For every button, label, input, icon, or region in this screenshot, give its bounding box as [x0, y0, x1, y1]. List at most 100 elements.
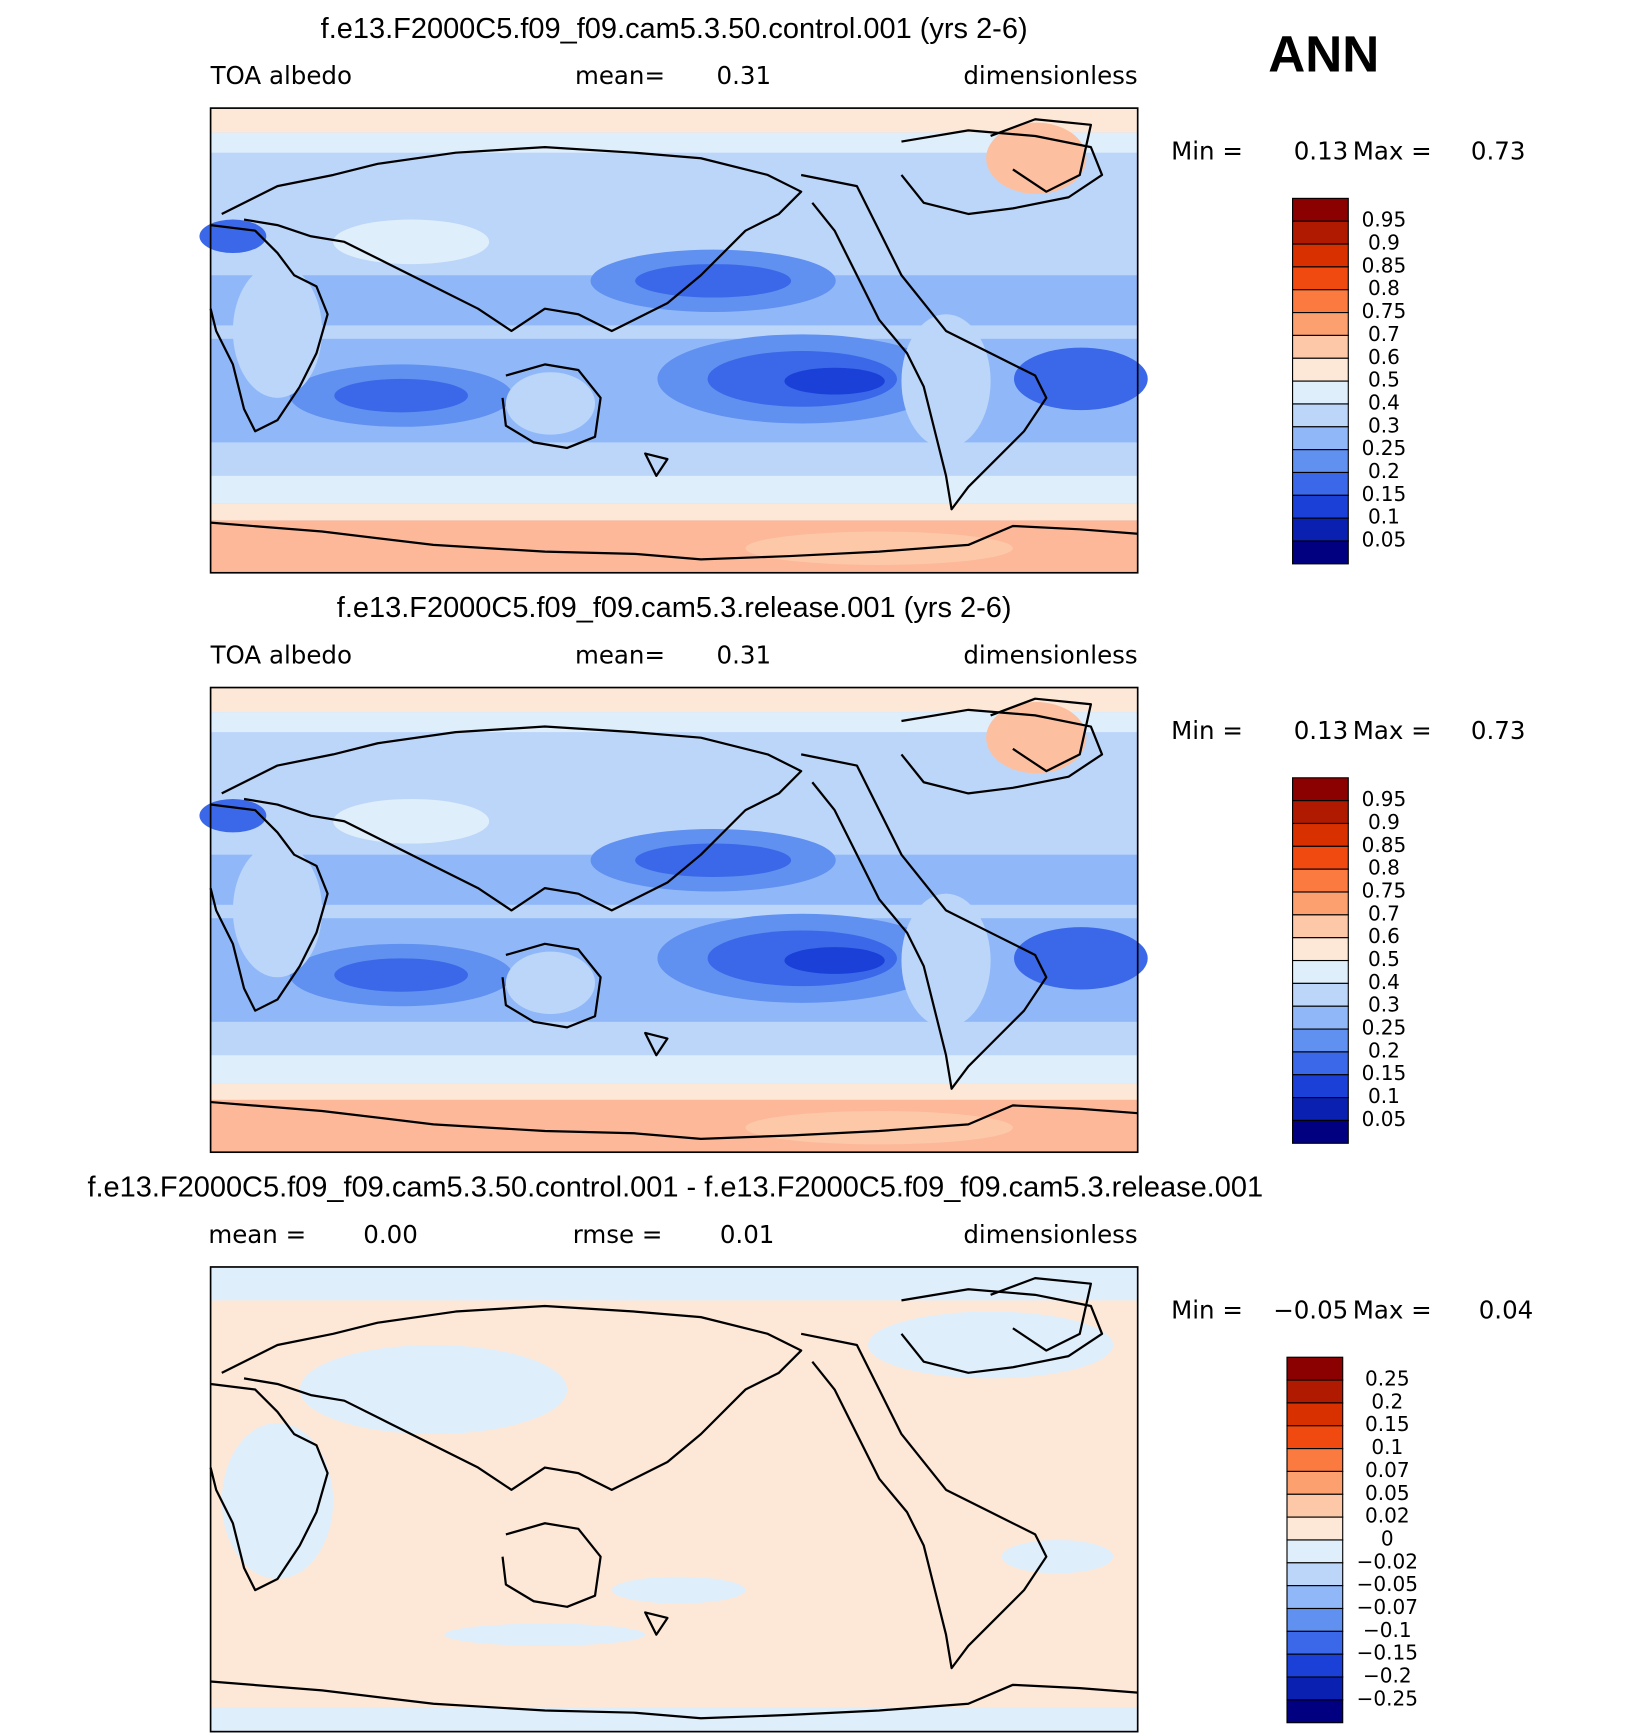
- colorbar-box: [1292, 868, 1349, 893]
- panel: f.e13.F2000C5.f09_f09.cam5.3.50.control.…: [199, 13, 1526, 574]
- map-frame: [209, 1266, 1139, 1733]
- colorbar-label: −0.05: [1357, 1572, 1418, 1596]
- colorbar-box: [1286, 1699, 1344, 1724]
- colorbar-label: 0.25: [1365, 1367, 1410, 1391]
- colorbar-box: [1292, 357, 1349, 382]
- colorbar-label: 0.1: [1368, 505, 1400, 529]
- colorbar-box: [1292, 1028, 1349, 1053]
- colorbar-box: [1286, 1402, 1344, 1427]
- map-field: [210, 1266, 1138, 1732]
- colorbar-label: 0.2: [1371, 1389, 1403, 1413]
- colorbar-box: [1286, 1607, 1344, 1632]
- colorbar-box: [1292, 243, 1349, 268]
- colorbar-label: 0.6: [1368, 345, 1400, 369]
- colorbar-box: [1292, 471, 1349, 496]
- colorbar-label: −0.2: [1363, 1664, 1412, 1688]
- colorbar-box: [1292, 449, 1349, 474]
- min-label: Min =: [1171, 137, 1243, 166]
- min-label: Min =: [1171, 716, 1243, 745]
- min-value: −0.05: [1273, 1296, 1348, 1325]
- colorbar-label: 0.02: [1365, 1504, 1410, 1528]
- colorbar-label: 0.3: [1368, 413, 1400, 437]
- colorbar-box: [1286, 1585, 1344, 1610]
- colorbar-box: [1292, 937, 1349, 962]
- colorbar-box: [1292, 266, 1349, 291]
- colorbar-label: 0.1: [1371, 1435, 1403, 1459]
- colorbar-label: 0.85: [1362, 253, 1407, 277]
- panel-title: f.e13.F2000C5.f09_f09.cam5.3.release.001…: [337, 592, 1012, 624]
- colorbar-label: 0.6: [1368, 924, 1400, 948]
- colorbar-box: [1292, 312, 1349, 336]
- max-label: Max =: [1353, 716, 1432, 745]
- colorbar-box: [1292, 1074, 1349, 1099]
- colorbar-label: 0.8: [1368, 856, 1400, 880]
- colorbar-label: 0.15: [1362, 482, 1407, 506]
- variable-label: TOA albedo: [210, 640, 352, 669]
- colorbar-box: [1286, 1676, 1344, 1701]
- mean-value: 0.00: [363, 1220, 418, 1249]
- max-label: Max =: [1353, 1296, 1432, 1325]
- colorbar-label: 0.15: [1365, 1412, 1410, 1436]
- colorbar-box: [1286, 1516, 1344, 1541]
- colorbar-box: [1292, 914, 1349, 939]
- colorbar-label: 0.1: [1368, 1084, 1400, 1108]
- map: [199, 107, 1148, 574]
- map-frame: [209, 107, 1139, 574]
- panel-title: f.e13.F2000C5.f09_f09.cam5.3.50.control.…: [321, 13, 1028, 45]
- colorbar-box: [1292, 1119, 1349, 1144]
- min-label: Min =: [1171, 1296, 1243, 1325]
- colorbar-label: 0.05: [1365, 1481, 1410, 1505]
- colorbar-box: [1286, 1493, 1344, 1518]
- colorbar-label: 0.9: [1368, 810, 1400, 834]
- colorbar-box: [1292, 426, 1349, 451]
- panel-title: f.e13.F2000C5.f09_f09.cam5.3.50.control.…: [87, 1172, 1263, 1204]
- mean-value: 0.31: [716, 61, 771, 90]
- colorbar-box: [1292, 845, 1349, 870]
- colorbar-label: 0.75: [1362, 879, 1407, 903]
- colorbar-label: 0.95: [1362, 208, 1407, 232]
- colorbar-label: 0.2: [1368, 1038, 1400, 1062]
- colorbar-box: [1292, 380, 1349, 405]
- max-value: 0.73: [1471, 137, 1526, 166]
- colorbar-label: 0.25: [1362, 436, 1407, 460]
- colorbar-box: [1286, 1562, 1344, 1587]
- map: [199, 686, 1148, 1154]
- colorbar-label: 0.4: [1368, 970, 1400, 994]
- colorbar-box: [1292, 289, 1349, 314]
- colorbar-box: [1292, 517, 1349, 542]
- colorbar-box: [1292, 403, 1349, 428]
- colorbar-box: [1286, 1470, 1344, 1495]
- max-value: 0.04: [1479, 1296, 1534, 1325]
- colorbar-label: 0.95: [1362, 787, 1407, 811]
- colorbar-box: [1286, 1425, 1344, 1450]
- colorbar-box: [1292, 982, 1349, 1007]
- units-label: dimensionless: [963, 61, 1137, 90]
- colorbar-label: −0.07: [1357, 1595, 1418, 1619]
- map-frame: [209, 686, 1139, 1154]
- mean-value: 0.31: [716, 640, 771, 669]
- colorbar-label: −0.02: [1357, 1549, 1418, 1573]
- colorbar-box: [1292, 777, 1349, 802]
- colorbar-label: 0.2: [1368, 459, 1400, 483]
- colorbar-label: 0.05: [1362, 1107, 1407, 1131]
- colorbar-label: 0.15: [1362, 1061, 1407, 1085]
- colorbar-label: −0.1: [1363, 1618, 1412, 1642]
- colorbar-box: [1286, 1448, 1344, 1473]
- rmse-value: 0.01: [720, 1220, 775, 1249]
- colorbar-label: 0.9: [1368, 231, 1400, 255]
- colorbar-label: 0.75: [1362, 299, 1407, 323]
- rmse-label: rmse =: [573, 1220, 663, 1249]
- colorbar-label: 0.5: [1368, 368, 1400, 392]
- colorbar-label: −0.15: [1357, 1641, 1418, 1665]
- colorbar-box: [1292, 1051, 1349, 1076]
- panel: f.e13.F2000C5.f09_f09.cam5.3.release.001…: [199, 592, 1525, 1154]
- min-value: 0.13: [1294, 137, 1349, 166]
- colorbar-box: [1292, 1097, 1349, 1122]
- colorbar-label: 0.7: [1368, 901, 1400, 925]
- colorbar-label: 0.85: [1362, 833, 1407, 857]
- colorbar-label: 0.3: [1368, 993, 1400, 1017]
- map-field: [199, 687, 1148, 1153]
- mean-label: mean =: [208, 1220, 306, 1249]
- colorbar-box: [1292, 540, 1349, 565]
- colorbar-label: 0.5: [1368, 947, 1400, 971]
